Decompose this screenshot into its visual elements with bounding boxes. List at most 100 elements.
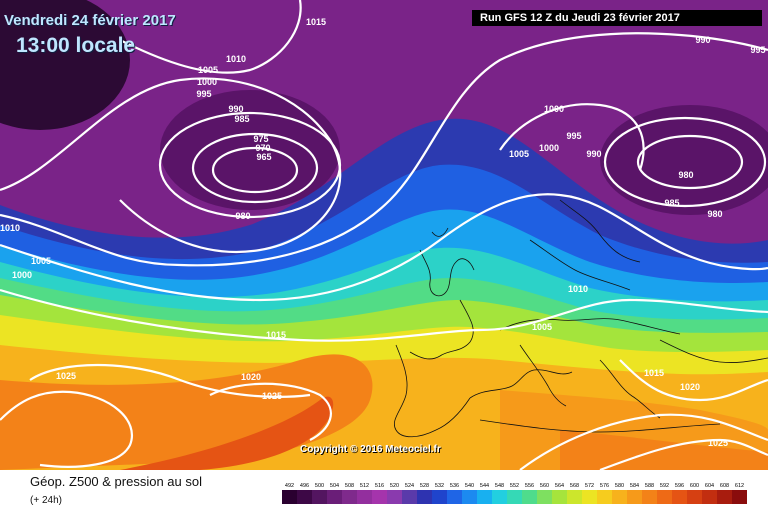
isobar-label: 995 (750, 45, 765, 55)
legend-swatch (327, 490, 342, 504)
legend-swatch (492, 490, 507, 504)
legend-swatch (462, 490, 477, 504)
legend-swatch (447, 490, 462, 504)
isobar-label: 1010 (568, 284, 588, 294)
legend-value: 580 (615, 483, 624, 489)
legend-swatch (537, 490, 552, 504)
legend-value: 564 (555, 483, 564, 489)
isobar-labels: 1015101010051000995990985975970965980101… (0, 17, 766, 448)
isobar-label: 1015 (266, 330, 286, 340)
legend-swatch (477, 490, 492, 504)
legend-value: 584 (630, 483, 639, 489)
isobar-label: 980 (707, 209, 722, 219)
legend-swatch (732, 490, 747, 504)
legend-swatch (522, 490, 537, 504)
legend-swatch (342, 490, 357, 504)
isobar-label: 990 (228, 104, 243, 114)
legend-value: 548 (495, 483, 504, 489)
legend-swatch (402, 490, 417, 504)
isobar-label: 1015 (306, 17, 326, 27)
legend-swatch (312, 490, 327, 504)
legend-swatch (627, 490, 642, 504)
legend-value: 572 (585, 483, 594, 489)
legend-value: 556 (525, 483, 534, 489)
isobar-label: 980 (235, 211, 250, 221)
legend-swatch (432, 490, 447, 504)
legend-value: 496 (300, 483, 309, 489)
legend-value: 604 (705, 483, 714, 489)
legend-swatch (642, 490, 657, 504)
legend-value: 608 (720, 483, 729, 489)
legend-value: 612 (735, 483, 744, 489)
legend-value: 508 (345, 483, 354, 489)
isobar-label: 1010 (226, 54, 246, 64)
isobar-label: 990 (586, 149, 601, 159)
legend-value: 560 (540, 483, 549, 489)
isobar-label: 985 (664, 198, 679, 208)
isobar-label: 990 (695, 35, 710, 45)
legend-value: 500 (315, 483, 324, 489)
isobar-label: 1005 (532, 322, 552, 332)
legend-value: 552 (510, 483, 519, 489)
coastlines (394, 199, 768, 438)
colour-field (0, 0, 768, 470)
legend-value: 504 (330, 483, 339, 489)
isobar-label: 995 (196, 89, 211, 99)
forecast-time: 13:00 locale (16, 34, 136, 57)
copyright-notice: Copyright © 2016 Meteociel.fr (300, 444, 441, 455)
model-run-label: Run GFS 12 Z du Jeudi 23 février 2017 (472, 10, 762, 26)
isobar-label: 1000 (539, 143, 559, 153)
isobar-label: 985 (234, 114, 249, 124)
legend-value: 512 (360, 483, 369, 489)
legend-swatch (717, 490, 732, 504)
isobar-label: 1025 (262, 391, 282, 401)
legend-swatch (297, 490, 312, 504)
legend-value: 596 (675, 483, 684, 489)
legend-swatch (567, 490, 582, 504)
legend-swatch (702, 490, 717, 504)
isobar-label: 1015 (644, 368, 664, 378)
legend-swatch (417, 490, 432, 504)
isobar-label: 1005 (31, 256, 51, 266)
legend-value: 568 (570, 483, 579, 489)
isobar-label: 1000 (197, 77, 217, 87)
legend-value: 592 (660, 483, 669, 489)
legend-swatch (507, 490, 522, 504)
isobar-label: 995 (566, 131, 581, 141)
isobar-label: 1010 (0, 223, 20, 233)
legend-swatch (372, 490, 387, 504)
forecast-range: (+ 24h) (30, 495, 62, 506)
legend-value: 600 (690, 483, 699, 489)
forecast-date: Vendredi 24 février 2017 (4, 12, 176, 29)
isobar-label: 970 (255, 143, 270, 153)
isobar-label: 1025 (56, 371, 76, 381)
isobar-label: 1025 (708, 438, 728, 448)
legend-swatch (657, 490, 672, 504)
colour-legend: 492 496 500 504 508 512 516 520 524 528 532 536 540 5… (282, 483, 747, 504)
isobar-label: 975 (253, 134, 268, 144)
legend-swatch (597, 490, 612, 504)
isobar-label: 1005 (198, 65, 218, 75)
legend-value: 492 (285, 483, 294, 489)
geopotential-map: 1015101010051000995990985975970965980101… (0, 0, 768, 470)
isobar-label: 1020 (241, 372, 261, 382)
isobar-lines (0, 0, 768, 470)
legend-value: 540 (465, 483, 474, 489)
legend-swatch (672, 490, 687, 504)
legend-value: 536 (450, 483, 459, 489)
isobar-label: 980 (678, 170, 693, 180)
legend-swatch (387, 490, 402, 504)
map-title: Géop. Z500 & pression au sol (30, 474, 202, 489)
legend-value: 544 (480, 483, 489, 489)
isobar-label: 1020 (680, 382, 700, 392)
isobar-label: 1000 (12, 270, 32, 280)
legend-swatch (282, 490, 297, 504)
legend-swatch (357, 490, 372, 504)
legend-value: 576 (600, 483, 609, 489)
legend-swatch (687, 490, 702, 504)
isobar-label: 965 (256, 152, 271, 162)
legend-value: 524 (405, 483, 414, 489)
isobar-label: 1000 (544, 104, 564, 114)
legend-value: 520 (390, 483, 399, 489)
